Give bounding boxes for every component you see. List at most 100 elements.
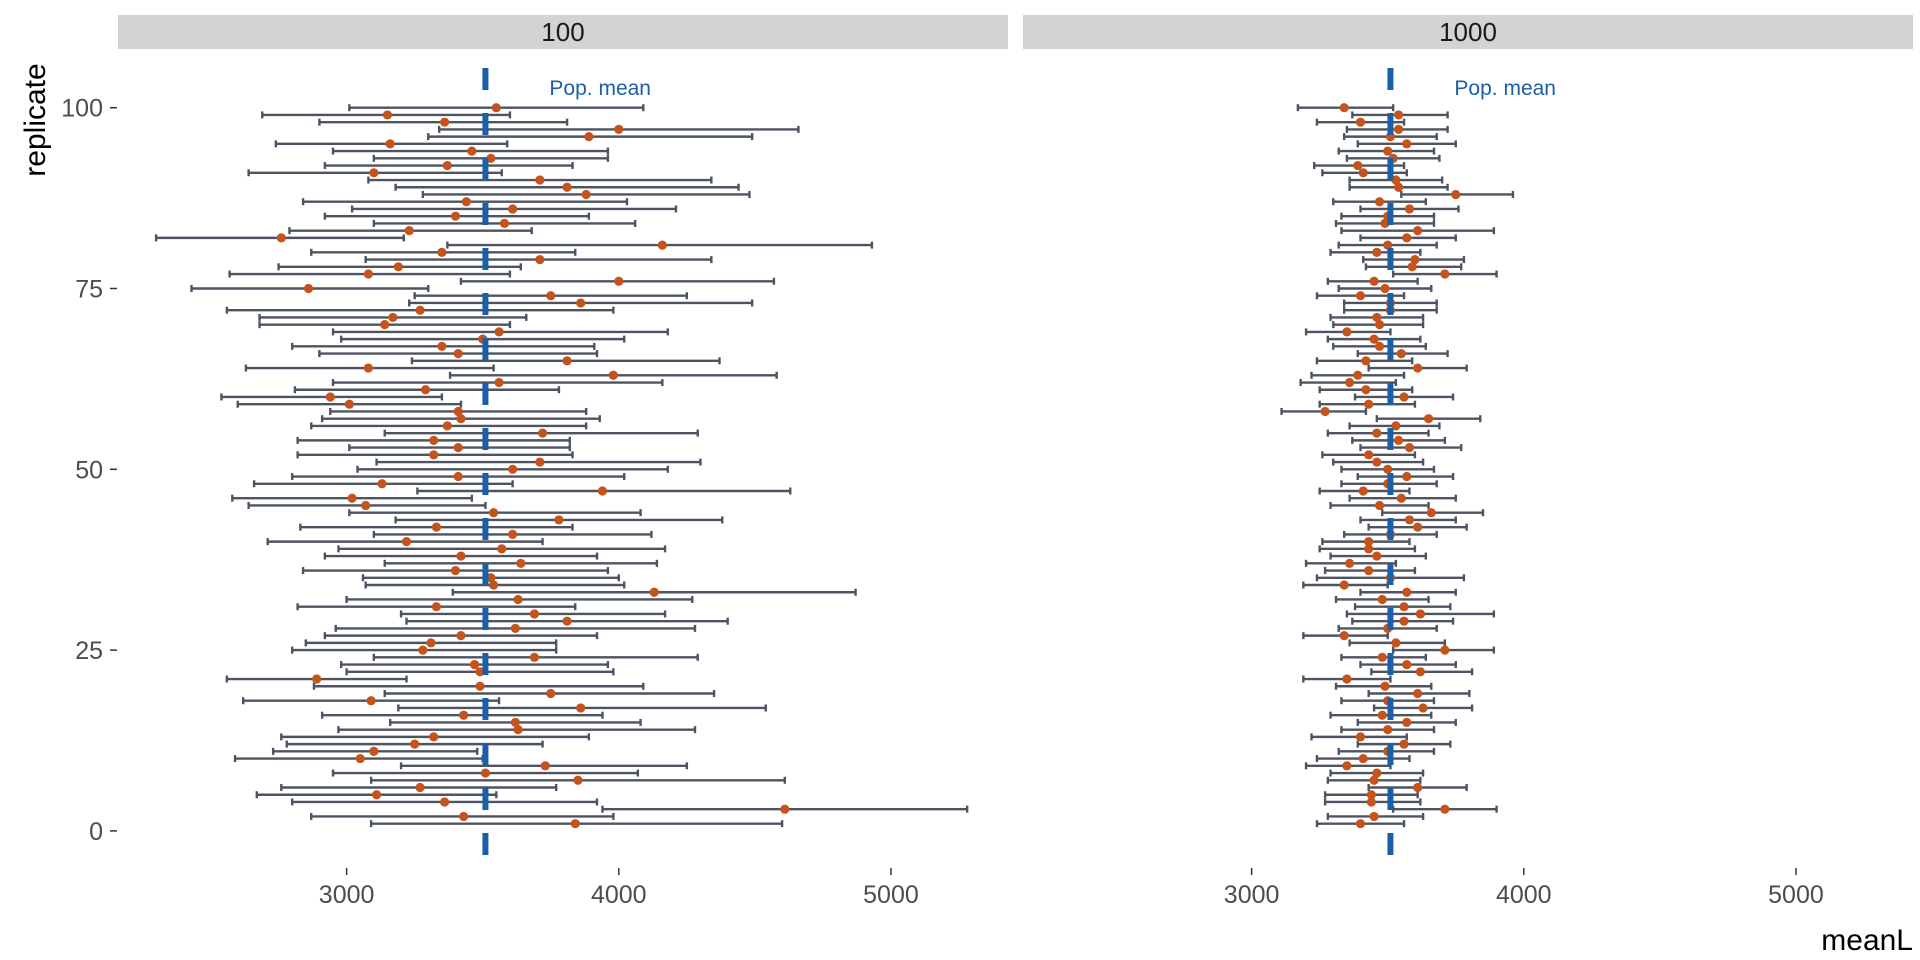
mean-point	[1374, 320, 1385, 330]
mean-point	[535, 175, 545, 185]
x-tick-label: 4000	[591, 881, 647, 909]
mean-point	[491, 103, 501, 113]
mean-point	[461, 197, 471, 207]
mean-point	[1339, 103, 1349, 113]
mean-point	[1372, 312, 1382, 323]
mean-point	[499, 218, 510, 229]
pop-mean-label: Pop. mean	[549, 77, 651, 100]
mean-point	[562, 356, 572, 366]
x-tick-label: 3000	[319, 881, 375, 909]
mean-point	[440, 117, 450, 127]
mean-point	[1342, 761, 1352, 771]
mean-point	[1383, 464, 1393, 474]
mean-point	[456, 551, 466, 561]
mean-point	[469, 659, 480, 670]
mean-point	[1369, 276, 1379, 286]
mean-point	[1353, 160, 1363, 171]
mean-point	[453, 348, 463, 359]
mean-point	[576, 298, 586, 308]
mean-point	[1413, 363, 1423, 373]
x-tick-label: 5000	[1768, 881, 1824, 909]
panel-100: 100 Pop. mean 3000 4000 5000	[118, 15, 1008, 909]
mean-point	[1339, 580, 1349, 590]
panels: 100 Pop. mean 3000 4000 5000 1000 Pop. mean 300…	[118, 15, 1913, 909]
mean-point	[1364, 450, 1374, 460]
strip-label: 1000	[1439, 17, 1497, 47]
mean-point	[581, 189, 591, 200]
mean-point	[404, 226, 414, 236]
mean-point	[1374, 341, 1385, 351]
mean-point	[488, 580, 499, 590]
y-tick-label: 75	[75, 276, 103, 304]
mean-point	[1339, 631, 1349, 641]
mean-point	[303, 283, 314, 294]
mean-point	[459, 710, 469, 720]
mean-point	[562, 616, 572, 626]
mean-point	[1391, 175, 1401, 185]
mean-point	[418, 645, 428, 655]
mean-point	[535, 457, 545, 467]
mean-point	[393, 262, 403, 272]
mean-point	[1415, 609, 1425, 619]
mean-point	[1364, 565, 1374, 576]
mean-point	[488, 508, 499, 518]
mean-point	[1402, 717, 1412, 728]
mean-point	[410, 739, 420, 749]
mean-point	[1413, 522, 1423, 532]
mean-point	[657, 240, 667, 250]
mean-point	[494, 327, 504, 337]
mean-point	[1402, 233, 1412, 243]
mean-point	[369, 168, 379, 178]
mean-point	[1404, 443, 1415, 453]
mean-point	[1451, 189, 1461, 200]
mean-point	[429, 732, 439, 742]
mean-point	[562, 182, 572, 192]
mean-point	[450, 565, 461, 576]
mean-point	[1358, 486, 1368, 496]
mean-point	[361, 500, 371, 511]
mean-point	[1342, 674, 1352, 684]
mean-point	[1402, 139, 1412, 149]
panel-1000: 1000 Pop. mean 3000 4000 5000	[1023, 15, 1913, 909]
mean-point	[1372, 551, 1382, 561]
mean-point	[475, 667, 485, 677]
mean-point	[377, 479, 387, 489]
mean-point	[584, 132, 594, 142]
mean-point	[1410, 254, 1420, 265]
mean-point	[1369, 811, 1379, 822]
mean-point	[1399, 616, 1409, 626]
y-tick-label: 100	[61, 95, 103, 123]
mean-point	[382, 110, 393, 120]
mean-point	[1355, 291, 1366, 301]
mean-point	[437, 341, 447, 351]
mean-point	[363, 363, 373, 373]
mean-point	[1364, 544, 1374, 554]
mean-point	[508, 204, 518, 214]
mean-point	[494, 377, 504, 388]
mean-point	[475, 681, 485, 691]
mean-point	[1402, 587, 1412, 597]
mean-point	[1345, 377, 1355, 388]
mean-point	[513, 594, 523, 605]
y-tick-label: 50	[75, 456, 103, 484]
mean-point	[597, 486, 608, 496]
mean-point	[513, 725, 523, 735]
mean-point	[453, 443, 463, 453]
mean-point	[1440, 269, 1450, 279]
mean-point	[1377, 652, 1387, 662]
mean-point	[312, 674, 322, 684]
mean-point	[554, 515, 564, 525]
mean-point	[1391, 421, 1401, 431]
mean-point	[780, 804, 790, 814]
mean-point	[415, 782, 425, 793]
pop-mean-label: Pop. mean	[1454, 77, 1556, 100]
mean-point	[1369, 334, 1379, 344]
mean-point	[415, 305, 425, 315]
x-axis-title: meanL	[1821, 924, 1913, 957]
mean-point	[385, 139, 395, 149]
mean-point	[1372, 457, 1382, 467]
mean-point	[1372, 768, 1382, 778]
mean-point	[453, 471, 463, 482]
mean-point	[529, 652, 540, 662]
